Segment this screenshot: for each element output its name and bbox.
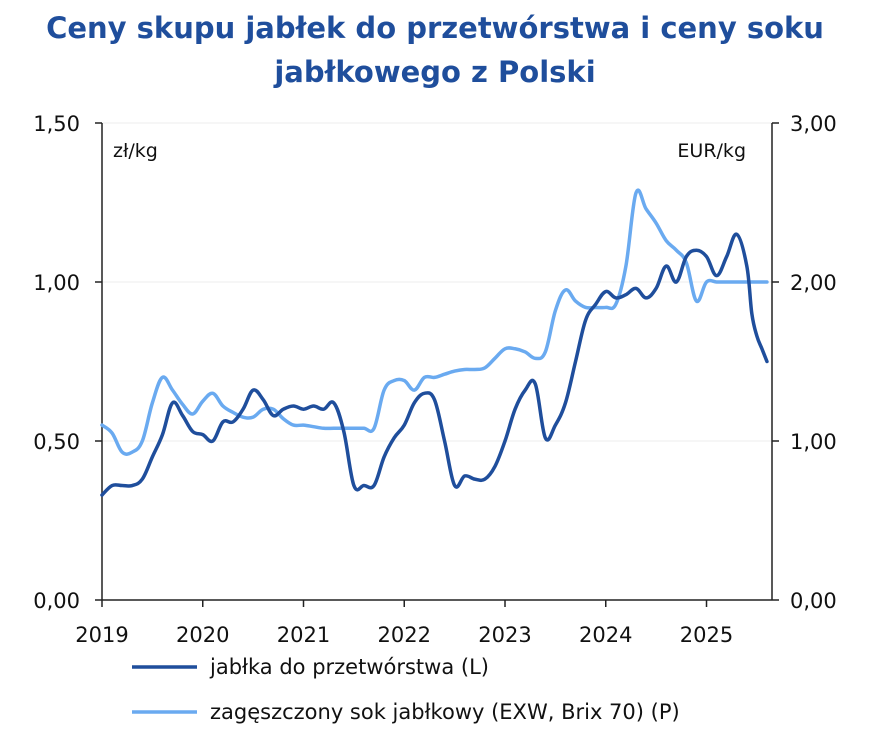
right-y-tick-label: 2,00 [790,271,837,295]
left-y-tick-label: 0,00 [33,589,80,613]
tick-labels: 0,00 0,50 1,00 1,50 0,00 1,00 2,00 3,00 2019 2020… [33,112,837,647]
series-line-sok [100,188,769,456]
legend-label-jablka: jabłka do przetwórstwa (L) [209,655,489,679]
right-y-tick-label: 3,00 [790,112,837,136]
x-tick-label: 2023 [478,623,531,647]
x-tick-label: 2019 [75,623,128,647]
chart-title: Ceny skupu jabłek do przetwórstwa i ceny… [0,6,870,94]
chart-title-line-2: jabłkowego z Polski [274,55,596,89]
x-tick-label: 2021 [277,623,330,647]
gridlines [102,122,772,442]
x-tick-label: 2024 [579,623,632,647]
chart-title-line-1: Ceny skupu jabłek do przetwórstwa i ceny… [46,11,824,45]
x-tick-label: 2022 [378,623,431,647]
axes [101,123,773,601]
right-y-tick-label: 1,00 [790,430,837,454]
series-line-jablka [100,232,769,497]
x-tick-label: 2020 [176,623,229,647]
left-y-tick-label: 1,50 [33,112,80,136]
legend-label-sok: zagęszczony sok jabłkowy (EXW, Brix 70) … [210,700,680,724]
x-tick-label: 2025 [680,623,733,647]
tick-marks [95,122,779,607]
left-y-tick-label: 0,50 [33,430,80,454]
right-axis-unit: EUR/kg [677,140,746,162]
left-axis-unit: zł/kg [113,140,158,162]
right-y-tick-label: 0,00 [790,589,837,613]
legend: jabłka do przetwórstwa (L) zagęszczony s… [132,655,680,724]
left-y-tick-label: 1,00 [33,271,80,295]
series-lines [100,188,769,497]
